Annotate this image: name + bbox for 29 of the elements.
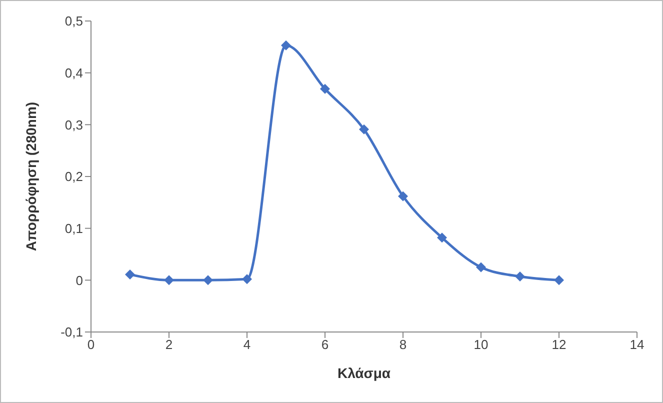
x-tick-label: 2	[165, 337, 173, 352]
x-tick-label: 6	[321, 337, 329, 352]
point	[320, 84, 330, 94]
point	[125, 269, 135, 280]
y-tick-label: -0,1	[60, 324, 83, 340]
point	[476, 262, 486, 272]
point	[554, 275, 564, 286]
y-tick-label: 0,4	[64, 65, 83, 80]
point	[203, 275, 213, 286]
x-tick-label: 14	[630, 337, 644, 352]
point	[437, 232, 447, 243]
x-tick-label: 12	[552, 337, 566, 352]
x-axis-title: Κλάσμα	[337, 365, 391, 381]
y-tick-label: 0,3	[64, 117, 83, 132]
x-tick-label: 10	[474, 337, 488, 352]
y-tick-label: 0,1	[64, 220, 83, 236]
y-tick-label: 0	[76, 272, 83, 288]
y-axis-title: Απορρόφηση (280nm)	[22, 102, 39, 252]
point	[398, 191, 408, 202]
x-tick-label: 4	[243, 337, 251, 352]
y-tick-label: 0,5	[64, 14, 83, 29]
point	[359, 124, 369, 134]
x-tick-label: 0	[87, 337, 95, 352]
point	[242, 274, 252, 284]
y-tick-label: 0,2	[64, 169, 83, 184]
point	[281, 40, 291, 50]
point	[164, 275, 174, 286]
point	[515, 272, 525, 282]
x-tick-label: 8	[399, 337, 407, 352]
